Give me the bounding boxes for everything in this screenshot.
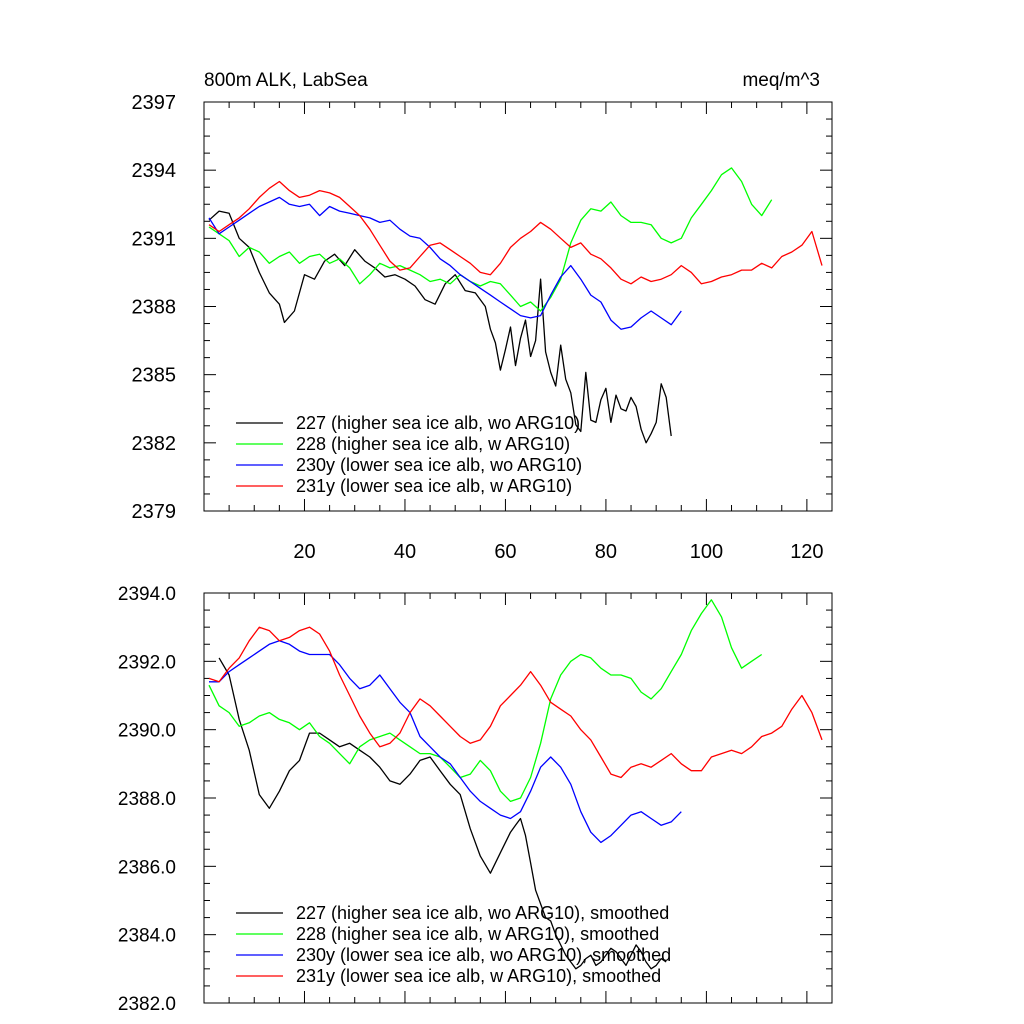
x-tick-label: 100 bbox=[690, 541, 723, 563]
series-line-2 bbox=[208, 599, 763, 803]
series-group bbox=[208, 167, 823, 444]
series-line-2 bbox=[208, 167, 773, 312]
y-tick-label: 2397 bbox=[132, 92, 177, 114]
legend-label-4: 231y (lower sea ice alb, w ARG10) bbox=[296, 476, 572, 496]
series-line-4 bbox=[208, 180, 823, 285]
legend-label-2: 228 (higher sea ice alb, w ARG10) bbox=[296, 434, 570, 454]
y-tick-label: 2384.0 bbox=[118, 926, 176, 947]
series-group bbox=[208, 599, 823, 970]
y-tick-label: 2379 bbox=[132, 501, 177, 523]
legend-label-3: 230y (lower sea ice alb, wo ARG10) bbox=[296, 455, 582, 475]
y-tick-label: 2385 bbox=[132, 365, 177, 387]
legend-label-2: 228 (higher sea ice alb, w ARG10), smoot… bbox=[296, 924, 659, 944]
legend: 227 (higher sea ice alb, wo ARG10), smoo… bbox=[236, 903, 671, 986]
x-tick-label: 80 bbox=[595, 541, 617, 563]
legend-label-1: 227 (higher sea ice alb, wo ARG10), smoo… bbox=[296, 903, 669, 923]
y-tick-label: 2394.0 bbox=[118, 584, 176, 605]
y-tick-label: 2394 bbox=[132, 160, 177, 182]
series-line-1 bbox=[218, 657, 667, 970]
series-line-1 bbox=[208, 210, 672, 444]
y-tick-label: 2382.0 bbox=[118, 994, 176, 1015]
y-tick-label: 2390.0 bbox=[118, 721, 176, 742]
legend-label-3: 230y (lower sea ice alb, wo ARG10), smoo… bbox=[296, 945, 671, 965]
y-tick-label: 2382 bbox=[132, 433, 177, 455]
chart-panel-1: 800m ALK, LabSea meq/m^3 20 40 60 80 100 120 237… bbox=[132, 70, 833, 563]
legend-label-4: 231y (lower sea ice alb, w ARG10), smoot… bbox=[296, 966, 661, 986]
x-tick-label: 40 bbox=[394, 541, 416, 563]
series-line-3 bbox=[209, 640, 682, 844]
x-tick-label: 20 bbox=[293, 541, 315, 563]
y-tick-label: 2386.0 bbox=[118, 857, 176, 878]
y-tick-label: 2388.0 bbox=[118, 789, 176, 810]
y-tick-label: 2392.0 bbox=[118, 652, 176, 673]
y-tick-label: 2388 bbox=[132, 297, 177, 319]
legend: 227 (higher sea ice alb, wo ARG10)228 (h… bbox=[236, 413, 582, 496]
chart-units: meq/m^3 bbox=[742, 70, 820, 91]
chart-title: 800m ALK, LabSea bbox=[204, 70, 368, 91]
x-tick-label: 60 bbox=[494, 541, 516, 563]
series-line-4 bbox=[208, 626, 823, 779]
y-tick-label: 2391 bbox=[132, 228, 177, 250]
x-tick-label: 120 bbox=[790, 541, 823, 563]
legend-label-1: 227 (higher sea ice alb, wo ARG10) bbox=[296, 413, 580, 433]
series-line-3 bbox=[208, 196, 682, 330]
chart-panel-2: 2382.0 2384.0 2386.0 2388.0 2390.0 2392.0 2394… bbox=[118, 584, 833, 1015]
